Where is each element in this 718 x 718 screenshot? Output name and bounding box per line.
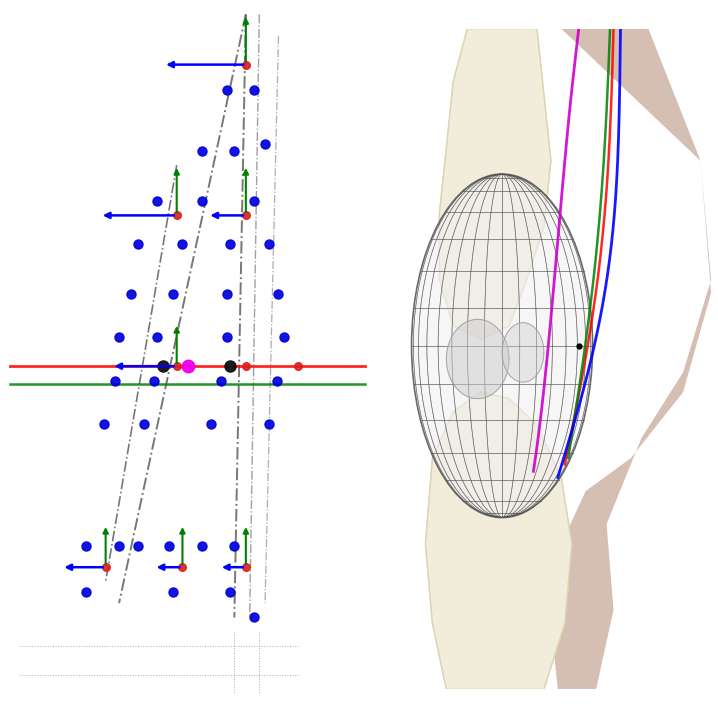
Polygon shape xyxy=(439,29,551,339)
Polygon shape xyxy=(426,392,572,689)
Polygon shape xyxy=(502,322,544,382)
Polygon shape xyxy=(447,320,509,398)
Ellipse shape xyxy=(411,174,592,518)
Polygon shape xyxy=(551,29,711,689)
